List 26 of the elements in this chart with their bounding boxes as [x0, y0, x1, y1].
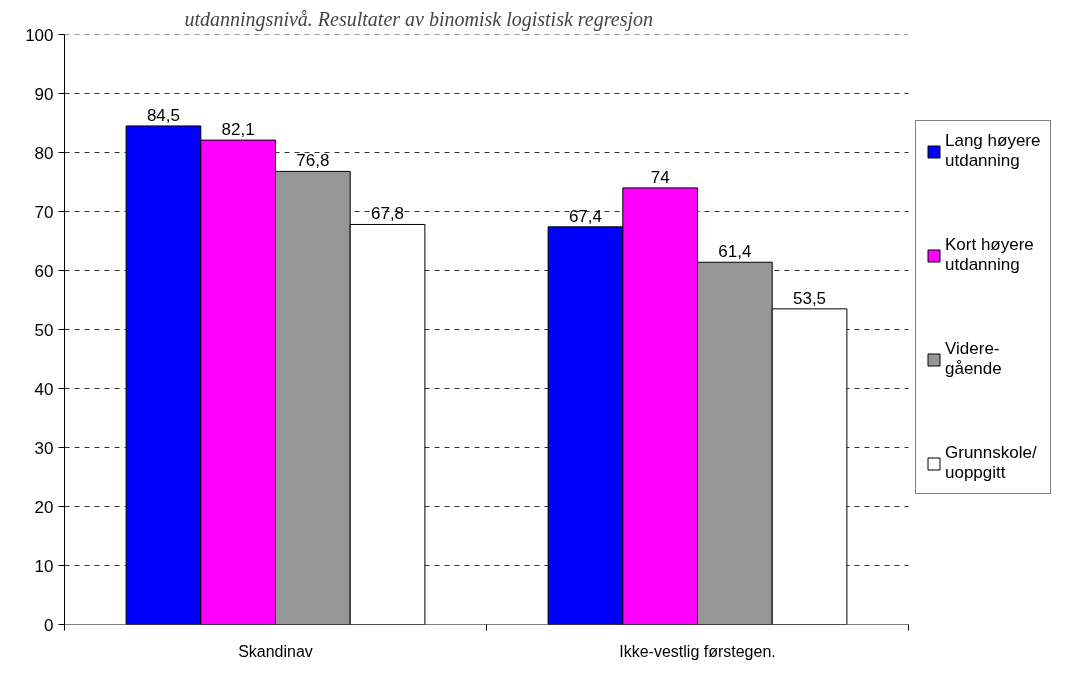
- y-tick-label: 0: [44, 615, 54, 635]
- data-label: 61,4: [718, 242, 752, 262]
- legend-label: Lang høyere utdanning: [945, 131, 1041, 171]
- chart-title: utdanningsnivå. Resultater av binomisk logistisk regresjon: [184, 7, 653, 31]
- y-tick-label: 80: [34, 143, 54, 163]
- y-tick-label: 10: [34, 556, 54, 576]
- y-tick-label: 30: [34, 438, 54, 458]
- y-tick-label: 50: [34, 320, 54, 340]
- y-tick-label: 90: [34, 84, 54, 104]
- x-tick-label: Skandinav: [238, 642, 313, 660]
- data-label: 74: [650, 167, 670, 187]
- y-tick-label: 40: [34, 379, 54, 399]
- data-label: 67,8: [371, 204, 405, 224]
- data-label: 53,5: [793, 288, 827, 308]
- legend-label: Kort høyere utdanning: [945, 235, 1034, 275]
- y-tick-label: 70: [34, 202, 54, 222]
- legend-label: Grunnskole/uoppgitt: [945, 443, 1037, 483]
- x-tick-label: Ikke-vestlig førstegen.: [619, 642, 776, 660]
- y-tick-label: 100: [25, 25, 54, 45]
- y-tick-label: 20: [34, 497, 54, 517]
- legend-label: Videre-gående: [945, 339, 1002, 379]
- data-label: 82,1: [221, 120, 255, 140]
- data-label: 67,4: [568, 206, 603, 226]
- y-tick-label: 60: [34, 261, 54, 281]
- data-label: 84,5: [146, 105, 181, 125]
- data-label: 76,8: [296, 151, 330, 171]
